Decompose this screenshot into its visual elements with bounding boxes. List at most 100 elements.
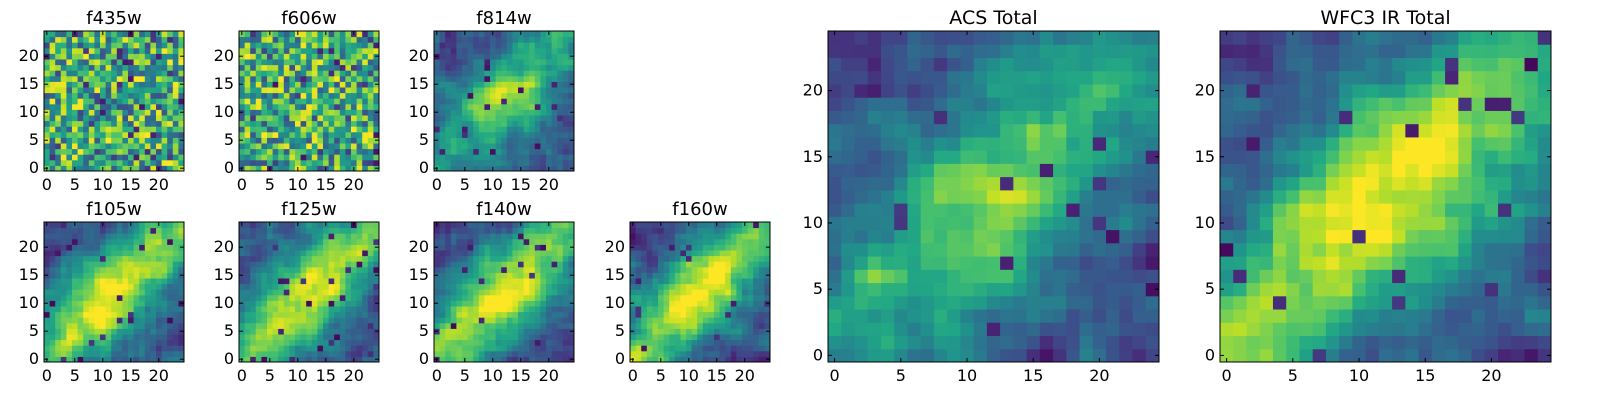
y-tick-label: 10 [19,293,39,312]
heatmap-cell [484,148,491,155]
heatmap-cell [139,266,146,273]
heatmap-cell [122,131,129,138]
heatmap-cell [920,295,935,310]
heatmap-cell [267,322,274,329]
heatmap-cell [708,255,715,262]
heatmap-cell [139,294,146,301]
heatmap-cell [172,328,179,335]
heatmap-cell [367,261,374,268]
heatmap-cell [562,261,569,268]
heatmap-cell [540,154,547,161]
heatmap-cell [356,250,363,257]
heatmap-cell [691,261,698,268]
heatmap-cell [66,222,73,229]
heatmap-cell [267,148,274,155]
heatmap-cell [758,238,765,245]
heatmap-cell [467,159,474,166]
heatmap-cell [261,75,268,82]
heatmap-cell [730,261,737,268]
heatmap-cell [540,53,547,60]
heatmap-cell [345,131,352,138]
heatmap-cell [1145,269,1160,284]
heatmap-cell [88,222,95,229]
heatmap-cell [351,159,358,166]
heatmap-cell [529,328,536,335]
heatmap-cell [328,328,335,335]
heatmap-cell [49,103,56,110]
heatmap-cell [669,294,676,301]
heatmap-cell [367,350,374,357]
heatmap-cell [534,92,541,99]
heatmap-cell [367,356,374,363]
heatmap-cell [306,322,313,329]
heatmap-cell [116,250,123,257]
heatmap-cell [478,42,485,49]
heatmap-cell [323,148,330,155]
heatmap-cell [1000,335,1014,350]
heatmap-cell [150,222,157,229]
heatmap-cell [478,272,485,279]
heatmap-cell [736,278,743,285]
heatmap-cell [973,282,988,297]
heatmap-cell [55,70,62,77]
heatmap-cell [960,348,975,363]
heatmap-cell [178,36,185,43]
heatmap-cell [111,137,118,144]
heatmap-cell [568,278,575,285]
heatmap-cell [478,36,485,43]
heatmap-cell [646,328,653,335]
heatmap-cell [334,283,341,290]
heatmap-cell [156,143,163,150]
heatmap-cell [356,339,363,346]
heatmap-cell [439,278,446,285]
heatmap-cell [122,317,129,324]
heatmap-cell [439,345,446,352]
heatmap-cell [334,311,341,318]
heatmap-cell [139,98,146,105]
heatmap-cell [725,261,732,268]
heatmap-cell [1092,335,1107,350]
heatmap-cell [546,159,553,166]
heatmap-cell [139,154,146,161]
heatmap-cell [44,120,51,127]
heatmap-cell [267,255,274,262]
heatmap-cell [261,356,268,363]
heatmap-cell [88,317,95,324]
heatmap-cell [719,334,726,341]
heatmap-cell [289,250,296,257]
heatmap-cell [456,64,463,71]
heatmap-cell [255,339,262,346]
heatmap-cell [736,317,743,324]
heatmap-cell [986,256,1001,270]
heatmap-cell [367,328,374,335]
heatmap-cell [680,261,687,268]
heatmap-cell [462,126,469,133]
heatmap-cell [122,238,129,245]
heatmap-cell [323,143,330,150]
heatmap-cell [445,70,452,77]
heatmap-cell [339,345,346,352]
heatmap-cell [133,36,140,43]
heatmap-cell [495,266,502,273]
heatmap-cell [100,120,107,127]
heatmap-cell [501,120,508,127]
x-tick-label: 0 [42,175,52,194]
heatmap-cell [250,222,257,229]
heatmap-cell [367,345,374,352]
heatmap-cell [501,165,508,172]
heatmap-cell [373,98,380,105]
heatmap-cell [725,255,732,262]
heatmap-cell [161,47,168,54]
heatmap-cell [339,339,346,346]
heatmap-cell [339,294,346,301]
heatmap-cell [239,120,246,127]
heatmap-cell [635,350,642,357]
heatmap-cell [300,103,307,110]
heatmap-cell [105,278,112,285]
heatmap-cell [317,283,324,290]
heatmap-cell [523,103,530,110]
heatmap-cell [828,335,842,350]
panel-title-f125w: f125w [281,199,336,220]
heatmap-cell [356,103,363,110]
heatmap-cell [1026,348,1041,363]
